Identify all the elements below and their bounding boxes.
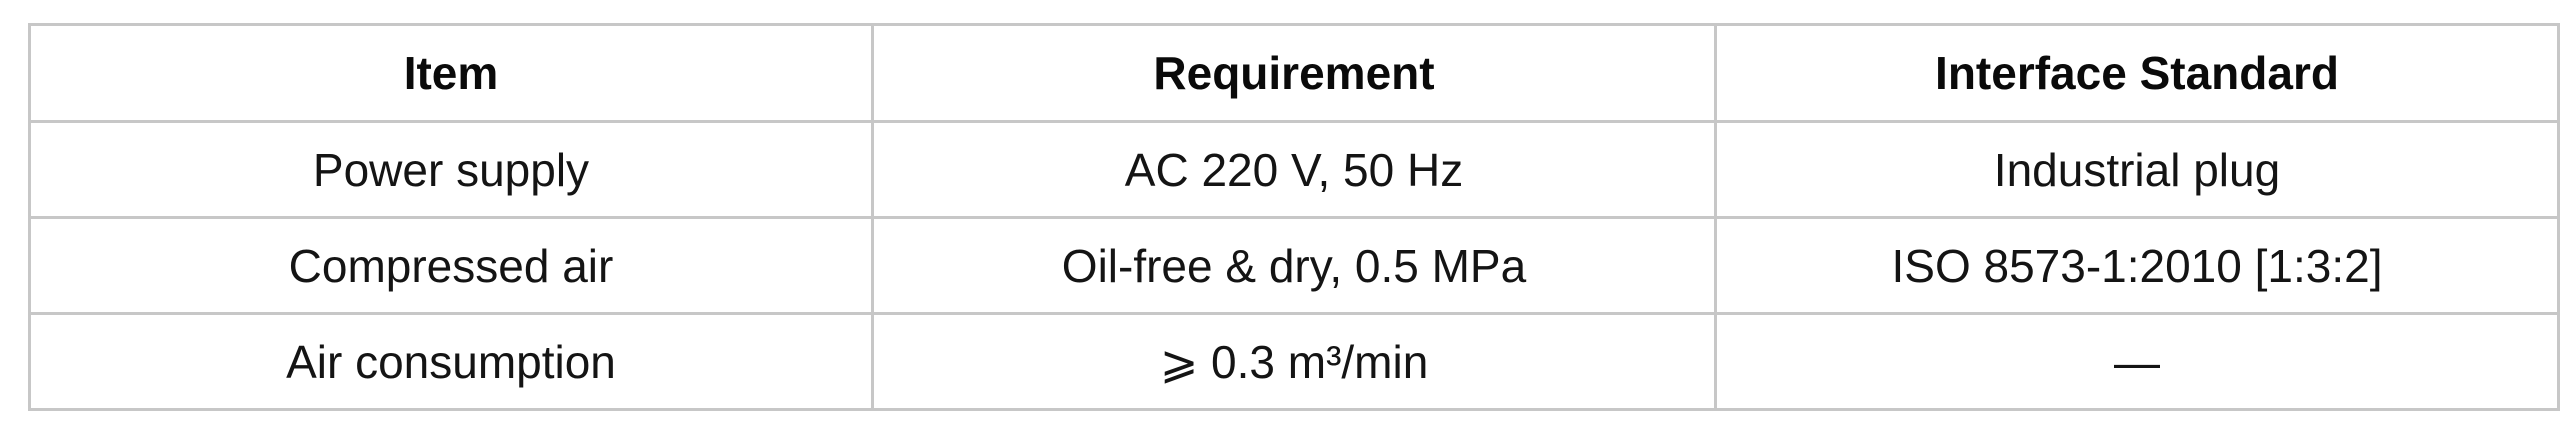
cell-power-supply-item: Power supply bbox=[28, 120, 874, 219]
cell-power-supply-standard: Industrial plug bbox=[1714, 120, 2560, 219]
header-cell-requirement: Requirement bbox=[871, 23, 1717, 123]
table-row-air-consumption: Air consumption ⩾ 0.3 m³/min — bbox=[28, 312, 2560, 411]
cell-power-supply-requirement: AC 220 V, 50 Hz bbox=[871, 120, 1717, 219]
header-cell-interface-standard: Interface Standard bbox=[1714, 23, 2560, 123]
spec-table: Item Requirement Interface Standard Powe… bbox=[28, 23, 2560, 411]
header-cell-item: Item bbox=[28, 23, 874, 123]
table-row-compressed-air: Compressed air Oil-free & dry, 0.5 MPa I… bbox=[28, 216, 2560, 315]
cell-air-consumption-standard: — bbox=[1714, 312, 2560, 411]
cell-air-consumption-item: Air consumption bbox=[28, 312, 874, 411]
cell-compressed-air-item: Compressed air bbox=[28, 216, 874, 315]
cell-compressed-air-requirement: Oil-free & dry, 0.5 MPa bbox=[871, 216, 1717, 315]
header-row: Item Requirement Interface Standard bbox=[28, 23, 2560, 123]
table-row-power-supply: Power supply AC 220 V, 50 Hz Industrial … bbox=[28, 120, 2560, 219]
cell-compressed-air-standard: ISO 8573-1:2010 [1:3:2] bbox=[1714, 216, 2560, 315]
spec-table-container: Item Requirement Interface Standard Powe… bbox=[28, 23, 2560, 411]
spec-table-header: Item Requirement Interface Standard bbox=[28, 23, 2560, 123]
cell-air-consumption-requirement: ⩾ 0.3 m³/min bbox=[871, 312, 1717, 411]
spec-table-body: Power supply AC 220 V, 50 Hz Industrial … bbox=[28, 120, 2560, 411]
